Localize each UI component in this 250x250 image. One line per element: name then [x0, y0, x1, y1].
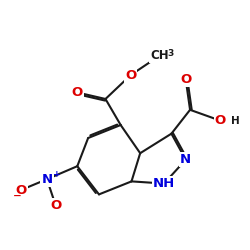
Text: O: O: [72, 86, 83, 99]
Text: O: O: [15, 184, 26, 196]
Text: O: O: [215, 114, 226, 127]
Text: NH: NH: [153, 177, 175, 190]
Text: −: −: [13, 191, 22, 201]
Text: 3: 3: [168, 49, 174, 58]
Text: +: +: [53, 170, 61, 179]
Text: O: O: [180, 73, 191, 86]
Text: CH: CH: [150, 49, 169, 62]
Text: N: N: [41, 173, 52, 186]
Text: O: O: [125, 68, 136, 82]
Text: H: H: [231, 116, 240, 126]
Text: O: O: [50, 199, 61, 212]
Text: N: N: [180, 153, 191, 166]
